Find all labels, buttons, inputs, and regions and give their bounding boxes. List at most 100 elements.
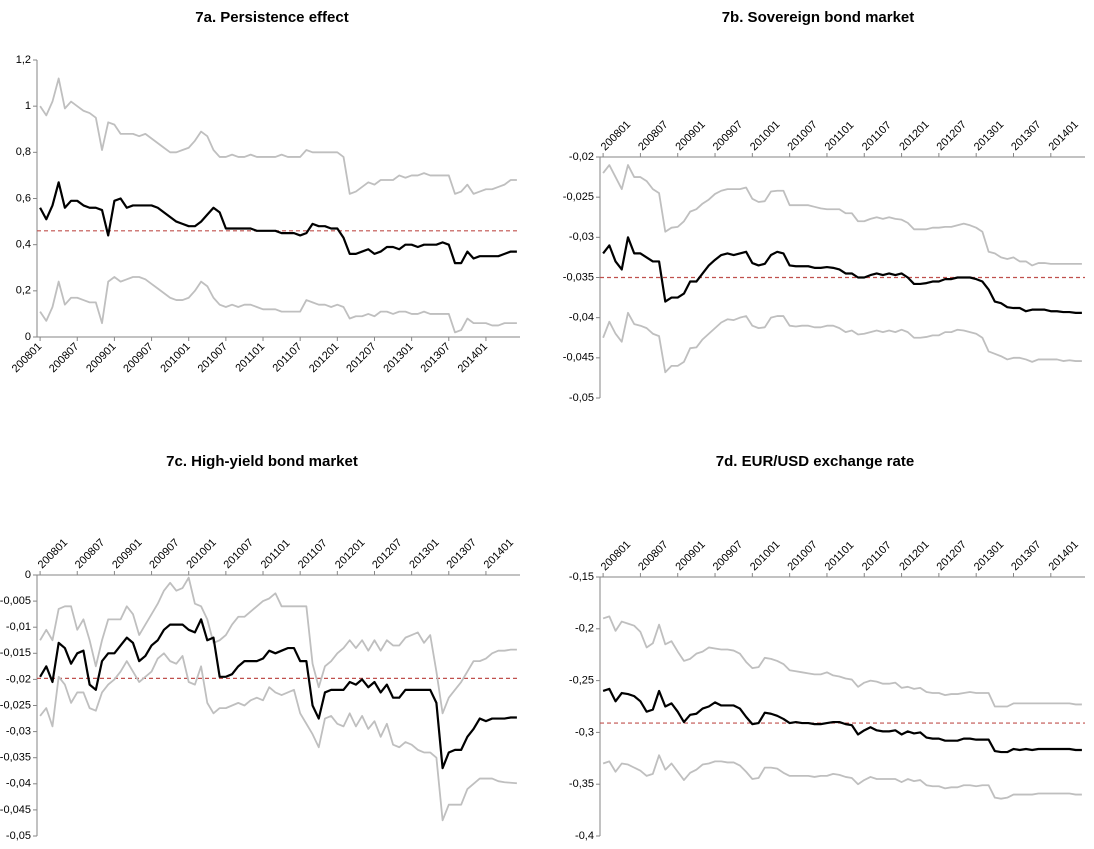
- y-tick-label: 0: [25, 569, 31, 581]
- x-tick-label: 200907: [711, 119, 745, 153]
- x-tick-label: 201301: [972, 119, 1006, 153]
- series-line: [602, 687, 1082, 754]
- y-tick-label: 0,8: [16, 146, 31, 158]
- x-tick-label: 201107: [860, 119, 894, 153]
- y-tick-label: -0,15: [569, 571, 594, 583]
- y-tick-label: -0,05: [6, 830, 31, 842]
- y-tick-label: -0,035: [0, 752, 31, 764]
- x-tick-label: 200901: [673, 119, 707, 153]
- x-tick-label: 200807: [73, 537, 107, 571]
- series-line: [39, 652, 517, 822]
- x-tick-label: 201301: [972, 539, 1006, 573]
- y-tick-label: -0,35: [569, 778, 594, 790]
- x-tick-label: 200901: [110, 537, 144, 571]
- x-tick-label: 201301: [381, 341, 415, 375]
- x-tick-label: 200801: [36, 537, 70, 571]
- x-tick-label: 201401: [1046, 119, 1080, 153]
- y-tick-label: -0,025: [0, 699, 31, 711]
- x-tick-label: 201207: [344, 341, 378, 375]
- x-tick-label: 201201: [307, 341, 341, 375]
- y-tick-label: -0,05: [569, 392, 594, 404]
- x-tick-label: 201201: [897, 539, 931, 573]
- y-tick-label: -0,025: [563, 191, 594, 203]
- series-line: [39, 77, 517, 195]
- y-tick-label: -0,02: [569, 151, 594, 163]
- chart-title: 7b. Sovereign bond market: [722, 9, 915, 26]
- x-tick-label: 200907: [147, 537, 181, 571]
- x-tick-label: 201401: [1046, 539, 1080, 573]
- x-tick-label: 201007: [222, 537, 256, 571]
- y-tick-label: -0,04: [569, 312, 594, 324]
- series-line: [602, 164, 1082, 267]
- y-tick-label: -0,4: [575, 830, 594, 842]
- x-tick-label: 201207: [935, 119, 969, 153]
- y-tick-label: 0,4: [16, 239, 31, 251]
- y-tick-label: -0,045: [0, 804, 31, 816]
- x-tick-label: 201401: [482, 537, 516, 571]
- y-tick-label: -0,25: [569, 675, 594, 687]
- x-tick-label: 201007: [785, 539, 819, 573]
- y-tick-label: -0,005: [0, 595, 31, 607]
- series-line: [39, 618, 517, 770]
- y-tick-label: 0,6: [16, 192, 31, 204]
- x-tick-label: 201201: [897, 119, 931, 153]
- x-tick-label: 201101: [823, 119, 857, 153]
- series-line: [602, 754, 1082, 800]
- series-line: [39, 276, 517, 334]
- y-tick-label: -0,035: [563, 271, 594, 283]
- y-tick-label: -0,04: [6, 778, 31, 790]
- y-tick-label: 1: [25, 100, 31, 112]
- x-tick-label: 201307: [1009, 539, 1043, 573]
- x-tick-label: 201007: [785, 119, 819, 153]
- x-tick-label: 201107: [270, 341, 304, 375]
- x-tick-label: 200907: [711, 539, 745, 573]
- chart-title: 7c. High-yield bond market: [166, 453, 358, 470]
- x-tick-label: 201307: [419, 341, 453, 375]
- chart-title: 7d. EUR/USD exchange rate: [716, 453, 914, 470]
- x-tick-label: 200807: [636, 119, 670, 153]
- x-tick-label: 201307: [444, 537, 478, 571]
- y-tick-label: -0,03: [6, 726, 31, 738]
- x-tick-label: 201401: [456, 341, 490, 375]
- x-tick-label: 200801: [10, 341, 44, 375]
- x-tick-label: 201301: [407, 537, 441, 571]
- y-tick-label: -0,01: [6, 621, 31, 633]
- y-tick-label: -0,2: [575, 623, 594, 635]
- y-tick-label: 1,2: [16, 54, 31, 66]
- y-tick-label: 0: [25, 331, 31, 343]
- x-tick-label: 201001: [158, 341, 192, 375]
- x-tick-label: 201107: [860, 539, 894, 573]
- series-line: [39, 181, 517, 265]
- x-tick-label: 201307: [1009, 119, 1043, 153]
- y-tick-label: -0,02: [6, 673, 31, 685]
- series-line: [602, 615, 1082, 708]
- x-tick-label: 200907: [121, 341, 155, 375]
- x-tick-label: 201001: [748, 119, 782, 153]
- y-tick-label: 0,2: [16, 285, 31, 297]
- x-tick-label: 201101: [823, 539, 857, 573]
- x-tick-label: 200807: [636, 539, 670, 573]
- x-tick-label: 200901: [84, 341, 118, 375]
- x-tick-label: 201207: [935, 539, 969, 573]
- series-line: [39, 576, 517, 715]
- x-tick-label: 200801: [599, 539, 633, 573]
- series-line: [602, 311, 1082, 374]
- x-tick-label: 200801: [599, 119, 633, 153]
- x-tick-label: 200807: [47, 341, 81, 375]
- chart-title: 7a. Persistence effect: [195, 9, 348, 26]
- y-tick-label: -0,045: [563, 352, 594, 364]
- x-tick-label: 201101: [233, 341, 267, 375]
- x-tick-label: 201001: [748, 539, 782, 573]
- x-tick-label: 201007: [196, 341, 230, 375]
- x-tick-label: 201201: [333, 537, 367, 571]
- y-tick-label: -0,03: [569, 231, 594, 243]
- x-tick-label: 200901: [673, 539, 707, 573]
- y-tick-label: -0,015: [0, 647, 31, 659]
- y-tick-label: -0,3: [575, 726, 594, 738]
- x-tick-label: 201101: [259, 537, 293, 571]
- series-line: [602, 236, 1082, 314]
- x-tick-label: 201107: [296, 537, 330, 571]
- x-tick-label: 201207: [370, 537, 404, 571]
- x-tick-label: 201001: [184, 537, 218, 571]
